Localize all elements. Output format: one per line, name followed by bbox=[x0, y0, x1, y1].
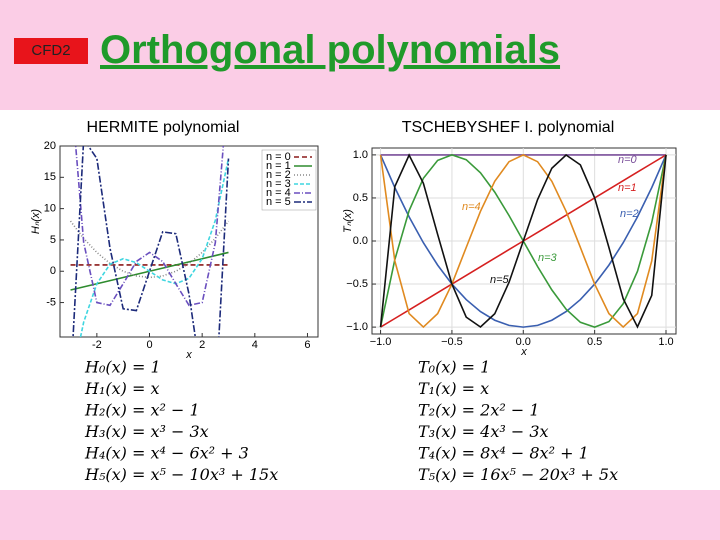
formula: T₃(x) = 4x³ − 3x bbox=[418, 422, 549, 441]
x-tick-label: 0.5 bbox=[587, 336, 602, 348]
formula: H₃(x) = x³ − 3x bbox=[84, 422, 209, 441]
x-axis-label: x bbox=[185, 349, 192, 361]
formula: H₂(x) = x² − 1 bbox=[84, 401, 200, 420]
y-tick-label: 0.5 bbox=[353, 192, 368, 204]
section-tag: CFD2 bbox=[14, 38, 88, 64]
series-label: n=0 bbox=[618, 154, 638, 166]
series-label: n=3 bbox=[538, 252, 558, 264]
chart-title: TSCHEBYSHEF I. polynomial bbox=[402, 119, 615, 136]
y-tick-label: 0 bbox=[50, 265, 56, 277]
series-label: n=5 bbox=[490, 274, 510, 286]
formula: H₄(x) = x⁴ − 6x² + 3 bbox=[84, 444, 249, 463]
formula: T₀(x) = 1 bbox=[418, 358, 490, 377]
y-tick-label: −1.0 bbox=[346, 321, 368, 333]
series-line bbox=[379, 154, 667, 329]
chart-title: HERMITE polynomial bbox=[87, 119, 240, 136]
series-label: n=4 bbox=[462, 201, 481, 213]
formula: T₄(x) = 8x⁴ − 8x² + 1 bbox=[418, 444, 589, 463]
formula: H₅(x) = x⁵ − 10x³ + 15x bbox=[84, 465, 278, 484]
legend-box bbox=[261, 149, 317, 211]
series-label: n=1 bbox=[618, 182, 637, 194]
series-label: n=2 bbox=[620, 208, 639, 220]
y-tick-label: 15 bbox=[44, 171, 56, 183]
series-line bbox=[379, 154, 667, 328]
x-tick-label: 6 bbox=[304, 339, 310, 351]
y-tick-label: -5 bbox=[46, 296, 56, 308]
x-axis-label: x bbox=[520, 346, 527, 358]
formula: T₅(x) = 16x⁵ − 20x³ + 5x bbox=[418, 465, 618, 484]
x-tick-label: 0 bbox=[146, 339, 152, 351]
plot-lines bbox=[379, 153, 667, 329]
y-tick-label: 20 bbox=[44, 140, 56, 152]
legend-label: n = 5 bbox=[266, 196, 291, 208]
y-tick-label: 5 bbox=[50, 234, 56, 246]
x-tick-label: 4 bbox=[252, 339, 258, 351]
series-line bbox=[79, 158, 230, 337]
legend-label: n = 1 bbox=[266, 160, 291, 172]
plot-lines bbox=[69, 146, 230, 337]
series-line bbox=[74, 146, 225, 307]
y-axis-label: Hₙ(x) bbox=[30, 209, 42, 234]
y-tick-label: 10 bbox=[44, 203, 56, 215]
x-tick-label: 0.0 bbox=[516, 336, 531, 348]
formula: H₀(x) = 1 bbox=[84, 358, 161, 377]
series-line bbox=[379, 153, 667, 329]
formula: H₁(x) = x bbox=[84, 379, 159, 398]
y-tick-label: 1.0 bbox=[353, 149, 368, 161]
slide-title: Orthogonal polynomials bbox=[100, 28, 561, 72]
x-tick-label: 1.0 bbox=[658, 336, 673, 348]
y-tick-label: −0.5 bbox=[346, 278, 368, 290]
x-tick-label: -2 bbox=[92, 339, 102, 351]
x-tick-label: −1.0 bbox=[370, 336, 392, 348]
x-tick-label: −0.5 bbox=[441, 336, 463, 348]
formula: T₁(x) = x bbox=[418, 379, 489, 398]
y-axis-label: Tₙ(x) bbox=[342, 209, 354, 233]
legend-label: n = 2 bbox=[266, 169, 291, 181]
legend-label: n = 3 bbox=[266, 178, 291, 190]
formula: T₂(x) = 2x² − 1 bbox=[418, 401, 540, 420]
legend-label: n = 0 bbox=[266, 151, 291, 163]
y-tick-label: 0.0 bbox=[353, 235, 368, 247]
legend-label: n = 4 bbox=[266, 187, 291, 199]
x-tick-label: 2 bbox=[199, 339, 205, 351]
